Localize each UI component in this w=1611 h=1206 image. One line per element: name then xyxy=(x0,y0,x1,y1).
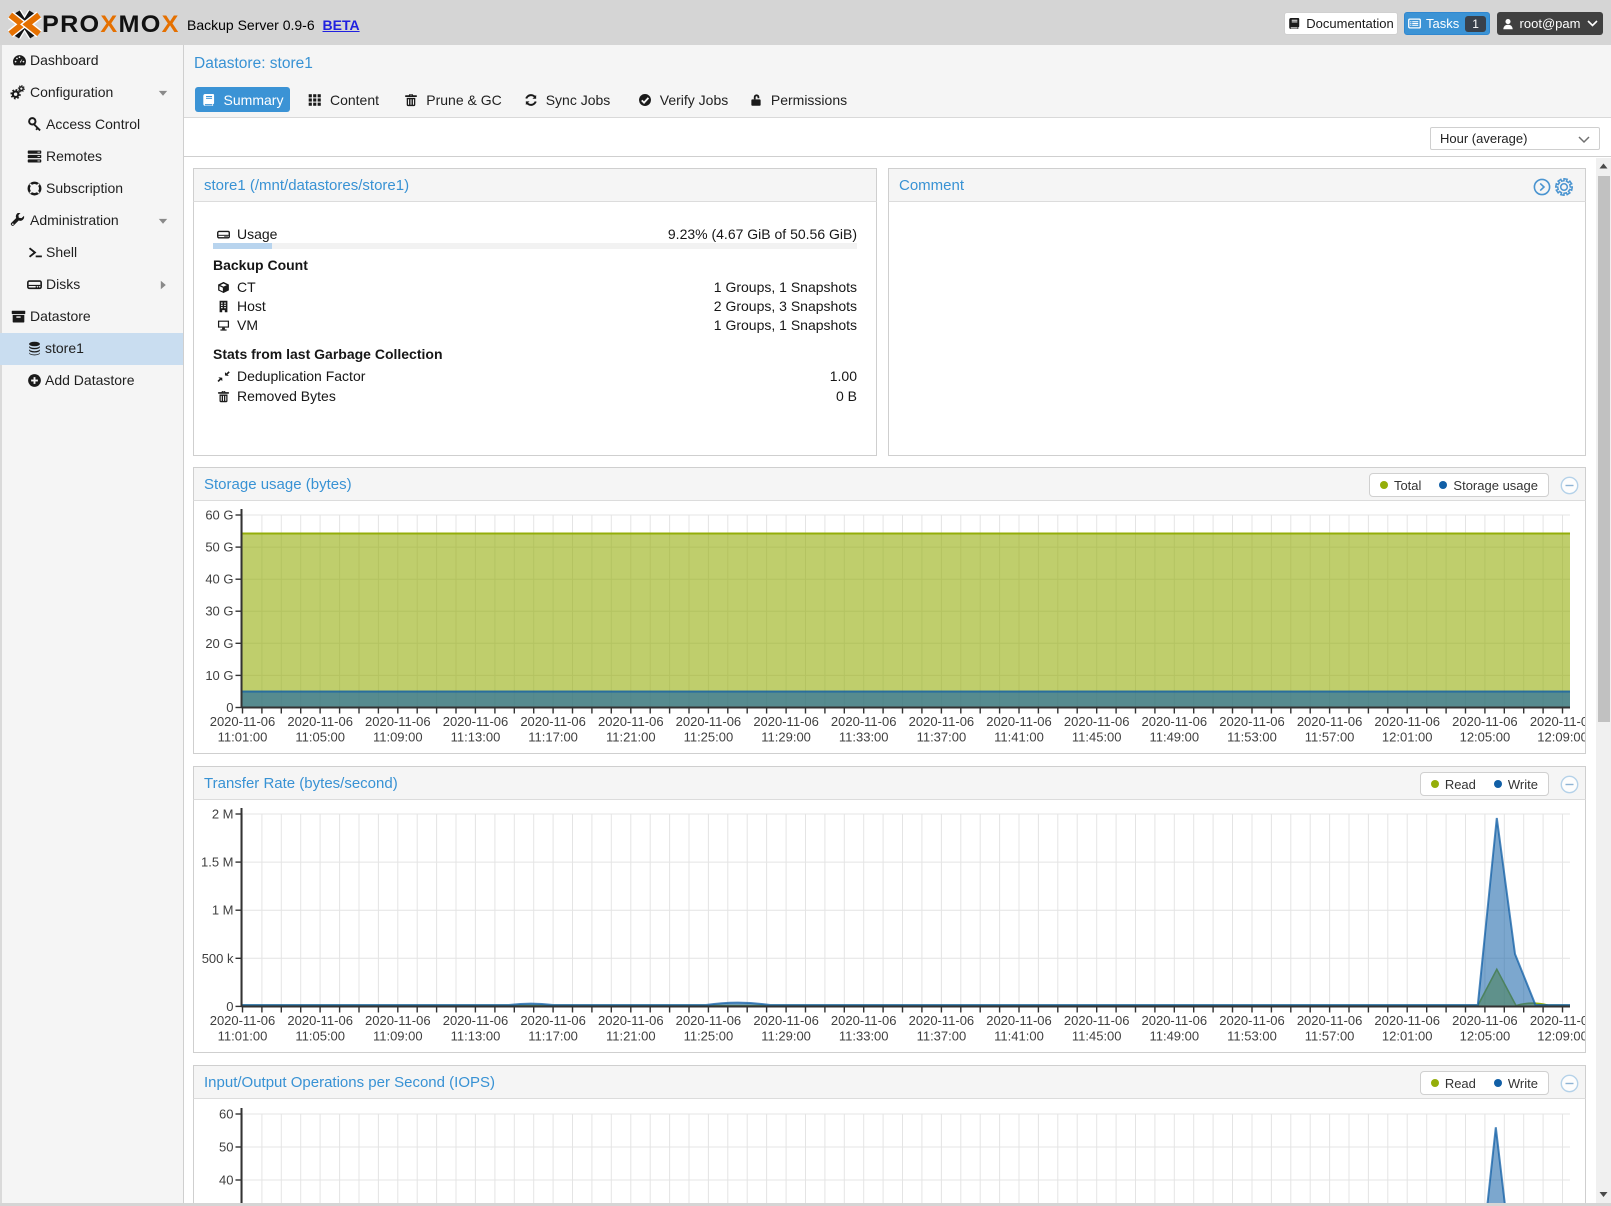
svg-text:11:05:00: 11:05:00 xyxy=(295,1029,345,1044)
svg-text:11:53:00: 11:53:00 xyxy=(1227,1029,1277,1044)
svg-text:2020-11-06: 2020-11-06 xyxy=(676,1013,742,1028)
svg-text:12:05:00: 12:05:00 xyxy=(1460,1029,1511,1044)
svg-text:2020-11-06: 2020-11-06 xyxy=(986,714,1052,729)
svg-text:12:01:00: 12:01:00 xyxy=(1382,730,1433,745)
svg-text:11:17:00: 11:17:00 xyxy=(528,730,578,745)
svg-text:2020-11-06: 2020-11-06 xyxy=(1452,1013,1518,1028)
svg-text:0: 0 xyxy=(226,700,233,715)
svg-text:11:09:00: 11:09:00 xyxy=(373,1029,423,1044)
svg-text:40 G: 40 G xyxy=(205,572,233,587)
svg-text:2020-11-06: 2020-11-06 xyxy=(520,1013,586,1028)
svg-text:11:45:00: 11:45:00 xyxy=(1072,730,1122,745)
svg-text:11:57:00: 11:57:00 xyxy=(1305,1029,1355,1044)
svg-text:2020-11-06: 2020-11-06 xyxy=(210,714,276,729)
svg-text:2020-11-06: 2020-11-06 xyxy=(1064,714,1130,729)
svg-text:11:13:00: 11:13:00 xyxy=(451,730,501,745)
svg-text:2020-11-06: 2020-11-06 xyxy=(986,1013,1052,1028)
svg-text:11:41:00: 11:41:00 xyxy=(994,1029,1044,1044)
svg-text:1 M: 1 M xyxy=(212,903,234,918)
svg-text:12:09:00: 12:09:00 xyxy=(1537,730,1585,745)
svg-text:2020-11-06: 2020-11-06 xyxy=(909,1013,975,1028)
svg-text:11:57:00: 11:57:00 xyxy=(1305,730,1355,745)
svg-text:2020-11-06: 2020-11-06 xyxy=(753,1013,819,1028)
svg-text:12:05:00: 12:05:00 xyxy=(1460,730,1511,745)
svg-text:2020-11-06: 2020-11-06 xyxy=(1530,1013,1585,1028)
svg-text:2020-11-06: 2020-11-06 xyxy=(676,714,742,729)
svg-text:2020-11-06: 2020-11-06 xyxy=(287,1013,353,1028)
svg-text:2020-11-06: 2020-11-06 xyxy=(365,714,431,729)
svg-text:2020-11-06: 2020-11-06 xyxy=(443,714,509,729)
svg-text:10 G: 10 G xyxy=(205,668,233,683)
svg-text:12:01:00: 12:01:00 xyxy=(1382,1029,1433,1044)
svg-text:11:33:00: 11:33:00 xyxy=(839,730,889,745)
svg-text:50: 50 xyxy=(219,1140,233,1155)
svg-text:11:37:00: 11:37:00 xyxy=(917,730,967,745)
svg-text:11:29:00: 11:29:00 xyxy=(761,730,811,745)
svg-text:1.5 M: 1.5 M xyxy=(201,855,234,870)
svg-text:11:13:00: 11:13:00 xyxy=(451,1029,501,1044)
svg-text:2020-11-06: 2020-11-06 xyxy=(598,714,664,729)
svg-text:2020-11-06: 2020-11-06 xyxy=(365,1013,431,1028)
svg-text:11:05:00: 11:05:00 xyxy=(295,730,345,745)
svg-text:2020-11-06: 2020-11-06 xyxy=(520,714,586,729)
svg-text:50 G: 50 G xyxy=(205,540,233,555)
svg-text:500 k: 500 k xyxy=(202,951,234,966)
svg-text:12:09:00: 12:09:00 xyxy=(1537,1029,1585,1044)
svg-text:2020-11-06: 2020-11-06 xyxy=(831,1013,897,1028)
svg-text:2020-11-06: 2020-11-06 xyxy=(1064,1013,1130,1028)
svg-text:11:01:00: 11:01:00 xyxy=(218,1029,268,1044)
svg-text:11:25:00: 11:25:00 xyxy=(684,1029,734,1044)
svg-text:2020-11-06: 2020-11-06 xyxy=(287,714,353,729)
svg-text:2020-11-06: 2020-11-06 xyxy=(598,1013,664,1028)
svg-text:2020-11-06: 2020-11-06 xyxy=(753,714,819,729)
svg-text:2 M: 2 M xyxy=(212,807,234,822)
svg-text:0: 0 xyxy=(226,999,233,1014)
svg-text:11:25:00: 11:25:00 xyxy=(684,730,734,745)
svg-text:11:49:00: 11:49:00 xyxy=(1149,1029,1199,1044)
svg-text:60: 60 xyxy=(219,1107,233,1122)
svg-text:11:21:00: 11:21:00 xyxy=(606,730,656,745)
svg-text:11:17:00: 11:17:00 xyxy=(528,1029,578,1044)
svg-text:2020-11-06: 2020-11-06 xyxy=(1297,714,1363,729)
svg-text:2020-11-06: 2020-11-06 xyxy=(1297,1013,1363,1028)
svg-text:2020-11-06: 2020-11-06 xyxy=(1452,714,1518,729)
svg-text:11:41:00: 11:41:00 xyxy=(994,730,1044,745)
svg-text:11:21:00: 11:21:00 xyxy=(606,1029,656,1044)
svg-text:11:33:00: 11:33:00 xyxy=(839,1029,889,1044)
svg-text:2020-11-06: 2020-11-06 xyxy=(1374,1013,1440,1028)
svg-text:2020-11-06: 2020-11-06 xyxy=(443,1013,509,1028)
svg-text:2020-11-06: 2020-11-06 xyxy=(909,714,975,729)
svg-text:2020-11-06: 2020-11-06 xyxy=(210,1013,276,1028)
svg-text:60 G: 60 G xyxy=(205,508,233,523)
svg-text:40: 40 xyxy=(219,1173,233,1188)
svg-text:11:53:00: 11:53:00 xyxy=(1227,730,1277,745)
svg-text:11:01:00: 11:01:00 xyxy=(218,730,268,745)
svg-text:11:45:00: 11:45:00 xyxy=(1072,1029,1122,1044)
svg-text:2020-11-06: 2020-11-06 xyxy=(1530,714,1585,729)
svg-text:11:37:00: 11:37:00 xyxy=(917,1029,967,1044)
svg-text:2020-11-06: 2020-11-06 xyxy=(1219,1013,1285,1028)
svg-text:2020-11-06: 2020-11-06 xyxy=(831,714,897,729)
svg-text:2020-11-06: 2020-11-06 xyxy=(1374,714,1440,729)
svg-text:20 G: 20 G xyxy=(205,636,233,651)
svg-text:11:29:00: 11:29:00 xyxy=(761,1029,811,1044)
svg-text:11:49:00: 11:49:00 xyxy=(1149,730,1199,745)
svg-text:2020-11-06: 2020-11-06 xyxy=(1142,1013,1208,1028)
svg-text:2020-11-06: 2020-11-06 xyxy=(1219,714,1285,729)
svg-text:11:09:00: 11:09:00 xyxy=(373,730,423,745)
svg-text:30 G: 30 G xyxy=(205,604,233,619)
svg-text:2020-11-06: 2020-11-06 xyxy=(1142,714,1208,729)
